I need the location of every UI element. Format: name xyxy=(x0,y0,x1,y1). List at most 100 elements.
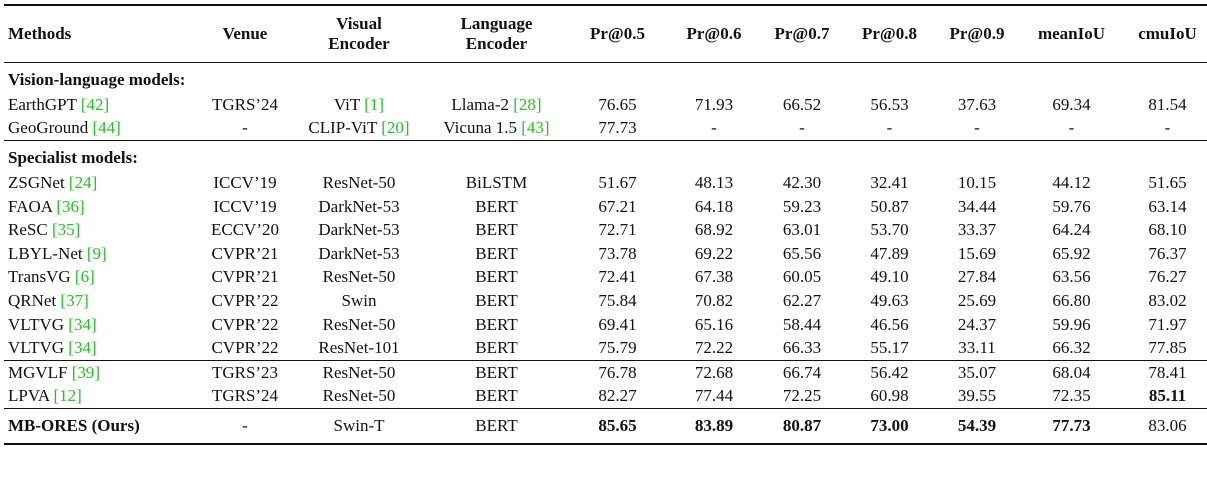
cell-text: Llama-2 xyxy=(451,94,509,114)
table-cell: BERT xyxy=(428,409,565,445)
cell-text: - xyxy=(1068,118,1075,138)
cell-text: BERT xyxy=(475,362,518,382)
cell-text: 37.63 xyxy=(957,94,997,114)
table-cell: 59.76 xyxy=(1021,195,1122,219)
cell-text: BERT xyxy=(475,290,518,310)
table-cell: 64.24 xyxy=(1021,218,1122,242)
table-cell: QRNet [37] xyxy=(4,289,200,313)
table-cell: 10.15 xyxy=(933,171,1021,195)
cell-text: MGVLF xyxy=(8,362,68,382)
table-cell: 63.56 xyxy=(1021,266,1122,290)
table-cell: 62.27 xyxy=(758,289,846,313)
table-cell: 49.10 xyxy=(846,266,933,290)
table-cell: 77.73 xyxy=(565,117,670,141)
table-cell: 25.69 xyxy=(933,289,1021,313)
cell-text: 83.02 xyxy=(1148,290,1187,310)
table-cell: VLTVG [34] xyxy=(4,313,200,337)
table-cell: BERT xyxy=(428,266,565,290)
cell-text: ECCV’20 xyxy=(211,220,279,240)
cell-text: TGRS’24 xyxy=(211,386,279,406)
cell-text: - xyxy=(242,118,248,138)
table-cell: 75.79 xyxy=(565,336,670,360)
table-cell: DarkNet-53 xyxy=(290,242,428,266)
table-cell: GeoGround [44] xyxy=(4,117,200,141)
cell-text: 47.89 xyxy=(870,243,909,263)
table-cell: 58.44 xyxy=(758,313,846,337)
table-cell: 59.23 xyxy=(758,195,846,219)
table-row: LBYL-Net [9] CVPR’21 DarkNet-53 BERT 73.78 69… xyxy=(4,242,1207,266)
cell-text: 72.22 xyxy=(694,338,734,358)
table-cell: 27.84 xyxy=(933,266,1021,290)
table-cell: 49.63 xyxy=(846,289,933,313)
cell-text: 80.87 xyxy=(782,416,822,436)
table-cell: 76.27 xyxy=(1122,266,1207,290)
cell-text: CVPR’21 xyxy=(211,267,279,287)
cell-text: 64.24 xyxy=(1052,220,1091,240)
table-cell: 81.54 xyxy=(1122,93,1207,117)
citation: [1] xyxy=(364,94,385,114)
table-cell: TGRS’24 xyxy=(200,93,290,117)
cell-text: ZSGNet xyxy=(8,172,65,192)
table-cell: - xyxy=(200,117,290,141)
cell-text: 72.35 xyxy=(1052,386,1091,406)
table-cell: 72.68 xyxy=(670,360,758,384)
cell-text: 72.68 xyxy=(694,362,734,382)
cell-text: 65.56 xyxy=(782,243,822,263)
table-cell: 75.84 xyxy=(565,289,670,313)
cell-text: 66.33 xyxy=(782,338,822,358)
cell-text: 68.04 xyxy=(1052,362,1091,382)
table-cell: Swin xyxy=(290,289,428,313)
cell-text: TGRS’24 xyxy=(211,94,279,114)
table-cell: 60.98 xyxy=(846,385,933,409)
cell-text: Swin xyxy=(341,290,377,310)
table-cell: 71.97 xyxy=(1122,313,1207,337)
group-title: Vision-language models: xyxy=(8,70,186,89)
table-cell: EarthGPT [42] xyxy=(4,93,200,117)
table-cell: ReSC [35] xyxy=(4,218,200,242)
table-cell: 46.56 xyxy=(846,313,933,337)
cell-text: QRNet xyxy=(8,290,57,310)
table-cell: 24.37 xyxy=(933,313,1021,337)
cell-text: 70.82 xyxy=(694,290,734,310)
table-cell: 66.80 xyxy=(1021,289,1122,313)
cell-text: 48.13 xyxy=(694,172,734,192)
table-row: VLTVG [34] CVPR’22 ResNet-101 BERT 75.79 72.2… xyxy=(4,336,1207,360)
cell-text: 51.67 xyxy=(598,172,637,192)
table-cell: 51.67 xyxy=(565,171,670,195)
table-cell: 67.21 xyxy=(565,195,670,219)
cell-text: 60.05 xyxy=(782,267,822,287)
table-cell: LPVA [12] xyxy=(4,385,200,409)
cell-text: 77.85 xyxy=(1148,338,1187,358)
table-cell: LBYL-Net [9] xyxy=(4,242,200,266)
cell-text: ResNet-50 xyxy=(322,267,396,287)
cell-text: CVPR’22 xyxy=(211,290,279,310)
citation: [43] xyxy=(521,118,550,138)
table-cell: 85.11 xyxy=(1122,385,1207,409)
cell-text: MB-ORES (Ours) xyxy=(8,416,140,436)
cell-text: 42.30 xyxy=(782,172,822,192)
table-cell: BERT xyxy=(428,289,565,313)
cell-text: 54.39 xyxy=(957,416,997,436)
table-cell: 68.04 xyxy=(1021,360,1122,384)
table-cell: BERT xyxy=(428,242,565,266)
cell-text: 67.21 xyxy=(598,196,637,216)
cell-text: 63.14 xyxy=(1148,196,1187,216)
table-cell: CVPR’22 xyxy=(200,313,290,337)
table-cell: - xyxy=(933,117,1021,141)
cell-text: FAOA xyxy=(8,196,53,216)
table-cell: 63.01 xyxy=(758,218,846,242)
group-title: Specialist models: xyxy=(8,148,138,168)
table-cell: 48.13 xyxy=(670,171,758,195)
table-cell: 60.05 xyxy=(758,266,846,290)
cell-text: 72.41 xyxy=(598,267,637,287)
table-header: Methods Venue Visual Encoder Language Encod… xyxy=(4,5,1207,63)
table-row: GeoGround [44] - CLIP-ViT [20] Vicuna 1.5 [… xyxy=(4,117,1207,141)
header-text: Pr@0.6 xyxy=(686,24,742,43)
cell-text: 66.32 xyxy=(1052,338,1091,358)
table-cell: - xyxy=(1122,117,1207,141)
cell-text: 77.73 xyxy=(1052,416,1091,436)
cell-text: 69.34 xyxy=(1052,94,1091,114)
cell-text: 35.07 xyxy=(957,362,997,382)
citation: [20] xyxy=(381,118,410,138)
